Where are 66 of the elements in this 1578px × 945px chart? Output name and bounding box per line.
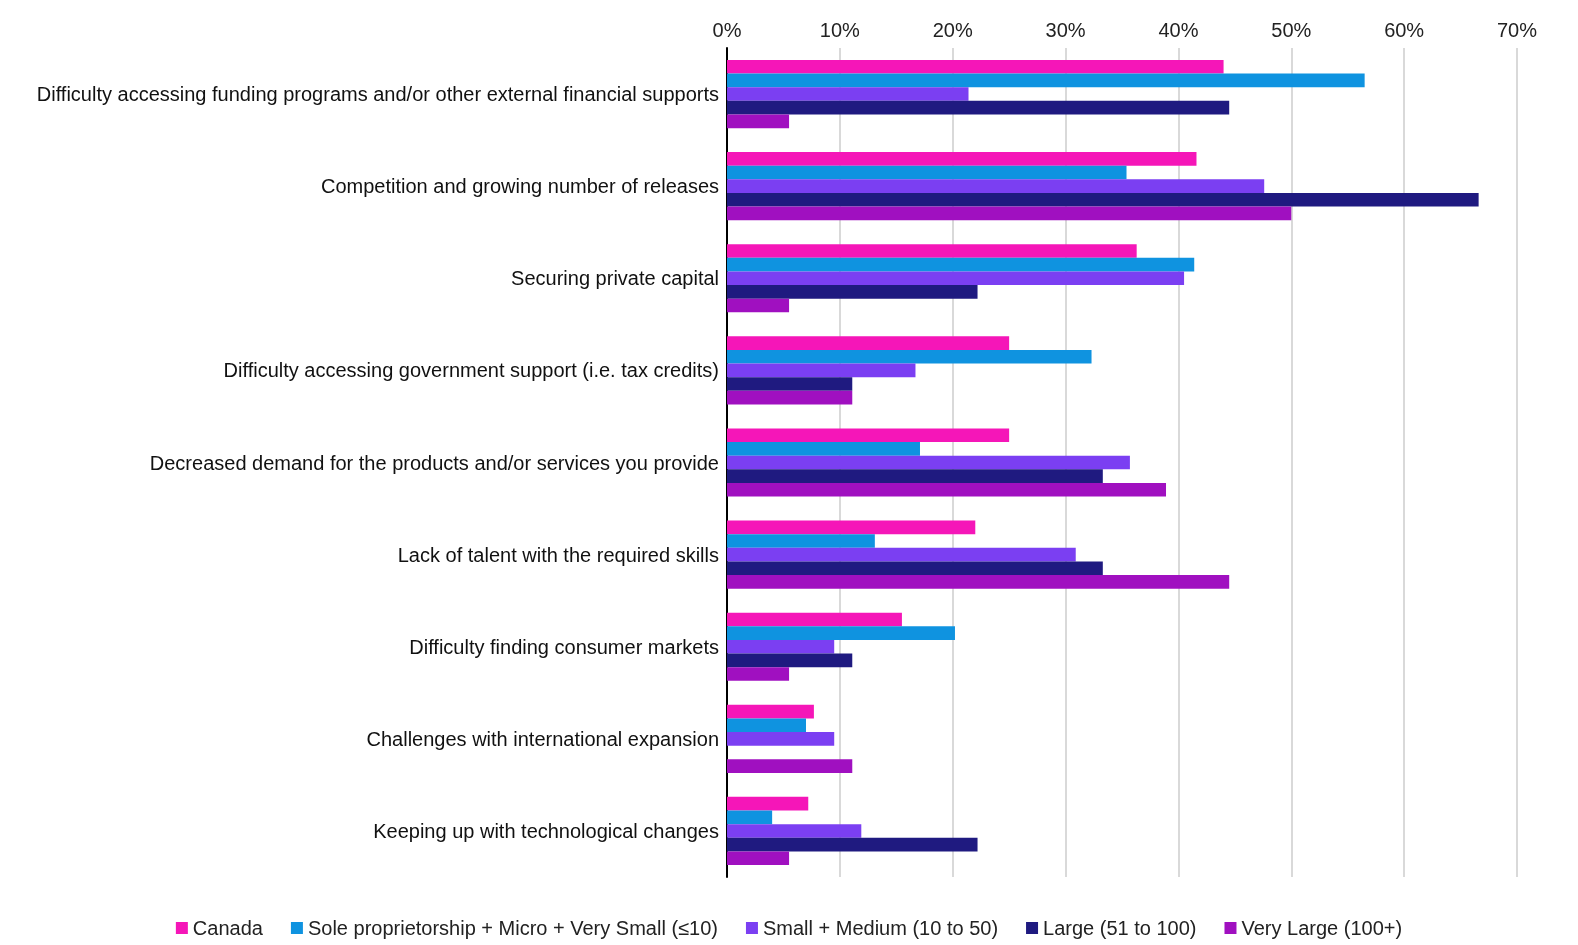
legend-label: Very Large (100+): [1241, 917, 1403, 939]
bar: [727, 626, 955, 640]
bar: [727, 377, 853, 391]
bar: [727, 179, 1265, 193]
bar: [727, 704, 814, 719]
bar: [727, 455, 1130, 470]
x-tick-label: 30%: [1045, 19, 1086, 41]
bar: [727, 244, 1137, 258]
bar: [727, 718, 806, 733]
bar: [727, 482, 1167, 497]
bar: [727, 363, 916, 378]
x-tick-label: 20%: [932, 19, 973, 41]
bar: [727, 653, 853, 668]
y-tick-label: Challenges with international expansion: [366, 727, 719, 750]
y-tick-label: Competition and growing number of releases: [321, 175, 719, 198]
y-tick-label: Difficulty accessing funding programs and/or other external financial supports: [36, 83, 719, 106]
x-tick-label: 50%: [1271, 19, 1312, 41]
bar: [727, 73, 1365, 88]
bar: [727, 469, 1103, 483]
x-tick-label: 60%: [1384, 19, 1425, 41]
legend-label: Canada: [192, 917, 264, 939]
bar: [727, 349, 1092, 364]
y-tick-label: Decreased demand for the products and/or services you provide: [149, 451, 719, 474]
bar: [727, 520, 976, 535]
bar: [727, 851, 790, 866]
bar: [727, 257, 1195, 272]
x-tick-label: 10%: [819, 19, 861, 41]
legend-label: Large (51 to 100): [1043, 917, 1197, 939]
bar: [727, 759, 853, 773]
bar: [727, 152, 1197, 166]
bar: [727, 59, 1224, 74]
bar: [727, 837, 978, 852]
y-tick-label: Securing private capital: [511, 267, 719, 290]
bar: [727, 87, 969, 101]
bar: [727, 336, 1010, 350]
bar: [727, 428, 1010, 443]
bar: [727, 442, 920, 456]
bar: [727, 298, 790, 313]
y-tick-label: Keeping up with technological changes: [373, 819, 719, 842]
bar: [727, 824, 862, 838]
bar: [727, 575, 1230, 589]
bar: [727, 390, 853, 405]
bar: [727, 285, 978, 299]
bar: [727, 667, 790, 681]
bar: [727, 732, 835, 746]
bar: [727, 561, 1103, 576]
bar: [727, 612, 902, 627]
bar: [727, 206, 1292, 221]
x-tick-label: 70%: [1496, 19, 1538, 41]
y-tick-label: Difficulty finding consumer markets: [409, 635, 719, 658]
bar: [727, 796, 809, 811]
bar: [727, 165, 1127, 180]
bar: [727, 534, 875, 548]
x-tick-label: 0%: [712, 19, 742, 41]
legend-label: Small + Medium (10 to 50): [762, 917, 999, 939]
bar: [727, 271, 1185, 286]
y-tick-label: Difficulty accessing government support (i.e. tax credits): [223, 359, 719, 382]
bar: [727, 192, 1479, 207]
legend-label: Sole proprietorship + Micro + Very Small (≤10): [307, 917, 718, 939]
bar: [727, 114, 790, 129]
bar: [727, 810, 773, 825]
bar: [727, 100, 1230, 115]
x-tick-label: 40%: [1158, 19, 1199, 41]
bar: [727, 639, 835, 654]
bar: [727, 547, 1076, 562]
y-tick-label: Lack of talent with the required skills: [397, 543, 719, 566]
